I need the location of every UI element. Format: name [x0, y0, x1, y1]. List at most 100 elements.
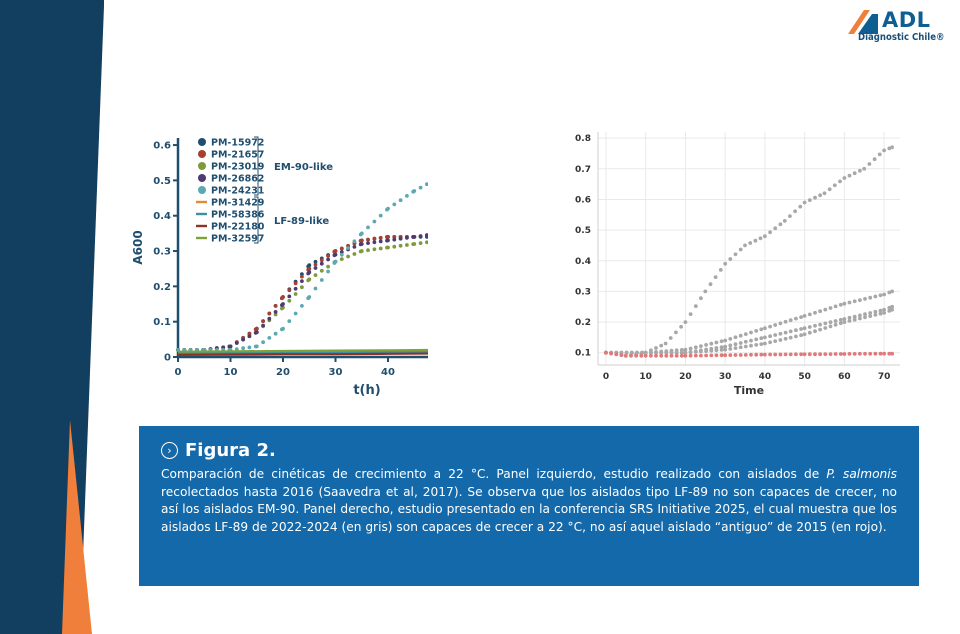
- data-point-pm-24231: [254, 344, 259, 349]
- x-tick-label: 20: [679, 372, 692, 382]
- data-point-red: [813, 352, 817, 357]
- data-point-gray: [847, 300, 852, 305]
- data-point-pm-24231: [333, 259, 338, 264]
- data-point-pm-24231: [346, 246, 350, 250]
- series-group: [604, 145, 894, 358]
- data-point-red: [788, 352, 793, 357]
- data-point-gray: [783, 319, 788, 324]
- data-point-gray: [842, 176, 847, 180]
- legend-bracket: [254, 136, 259, 196]
- data-point-gray: [688, 312, 693, 316]
- data-point-pm-24231: [418, 185, 423, 190]
- data-point-pm-26862: [425, 233, 428, 238]
- x-axis-title: Time: [734, 384, 764, 397]
- data-point-gray: [738, 341, 743, 345]
- data-point-red: [623, 353, 628, 358]
- data-point-red: [852, 352, 857, 356]
- data-point-gray: [858, 168, 862, 173]
- y-tick-label: 0.6: [153, 141, 171, 152]
- data-point-gray: [783, 330, 788, 335]
- data-point-gray: [679, 350, 684, 355]
- data-point-gray: [738, 345, 743, 350]
- data-point-pm-26862: [386, 238, 390, 243]
- data-point-gray: [794, 316, 798, 321]
- data-point-gray: [852, 314, 857, 319]
- data-point-pm-26862: [234, 341, 239, 345]
- data-point-pm-24231: [241, 346, 245, 351]
- data-point-gray: [733, 335, 738, 340]
- adl-logo: ADL Diagnostic Chile®: [846, 6, 950, 46]
- x-tick-label: 0: [175, 367, 182, 378]
- data-point-gray: [847, 173, 852, 178]
- data-point-pm-26862: [359, 242, 364, 246]
- data-point-gray: [799, 315, 803, 319]
- data-point-gray: [659, 350, 664, 355]
- series-line-pm-22180: [177, 352, 428, 356]
- data-point-gray: [799, 327, 803, 331]
- data-point-gray: [827, 187, 832, 192]
- data-point-gray: [873, 313, 878, 317]
- data-point-gray: [878, 311, 883, 316]
- data-point-pm-23019: [326, 264, 330, 269]
- data-point-gray: [749, 338, 753, 343]
- data-point-gray: [728, 337, 733, 341]
- data-point-gray: [758, 236, 763, 241]
- data-point-gray: [868, 314, 873, 318]
- legend-bracket: [254, 196, 259, 244]
- data-point-red: [828, 352, 833, 356]
- data-point-gray: [828, 306, 833, 310]
- data-point-pm-23019: [293, 292, 298, 296]
- data-point-gray: [699, 349, 703, 354]
- data-point-pm-26862: [319, 261, 324, 266]
- data-point-red: [629, 353, 633, 358]
- data-point-red: [609, 351, 613, 356]
- data-point-red: [863, 351, 867, 356]
- data-point-gray: [699, 344, 703, 348]
- data-point-gray: [728, 257, 733, 261]
- data-point-gray: [798, 204, 803, 209]
- data-point-gray: [828, 320, 833, 325]
- data-point-gray: [778, 331, 783, 336]
- data-point-red: [604, 350, 608, 355]
- data-point-pm-21657: [293, 281, 298, 286]
- data-point-red: [807, 352, 812, 357]
- data-point-red: [887, 351, 892, 356]
- data-point-gray: [728, 343, 733, 348]
- legend-label: PM-58386: [211, 210, 265, 221]
- data-point-pm-26862: [313, 266, 318, 270]
- data-point-pm-26862: [293, 286, 298, 291]
- data-point-gray: [768, 324, 772, 329]
- data-point-gray: [714, 340, 719, 345]
- data-point-gray: [624, 350, 629, 355]
- data-point-red: [679, 353, 684, 358]
- data-point-pm-24231: [359, 231, 364, 236]
- data-point-gray: [708, 282, 713, 287]
- data-point-gray: [719, 339, 724, 344]
- data-point-gray: [882, 311, 886, 315]
- data-point-gray: [763, 341, 767, 346]
- chevron-right-circle-icon: ›: [161, 442, 178, 459]
- data-point-pm-24231: [392, 202, 397, 207]
- data-point-gray: [674, 330, 678, 335]
- data-point-pm-24231: [319, 278, 324, 282]
- data-point-red: [754, 352, 759, 357]
- data-point-gray: [813, 323, 817, 328]
- y-tick-label: 0.5: [153, 176, 171, 187]
- data-point-pm-24231: [366, 225, 370, 230]
- data-point-pm-23019: [412, 242, 417, 246]
- data-point-pm-26862: [392, 237, 397, 242]
- logo-name: ADL: [882, 8, 931, 32]
- data-point-pm-24231: [372, 219, 377, 224]
- data-point-pm-24231: [425, 182, 428, 187]
- data-point-pm-26862: [398, 236, 403, 241]
- data-point-gray: [823, 321, 828, 326]
- x-tick-label: 70: [878, 372, 891, 382]
- data-point-red: [728, 353, 733, 357]
- data-point-gray: [802, 200, 807, 205]
- data-point-pm-24231: [339, 252, 344, 257]
- data-point-pm-21657: [267, 311, 272, 316]
- data-point-gray: [763, 335, 767, 340]
- x-tick-label: 40: [381, 367, 395, 378]
- data-point-gray: [802, 314, 807, 318]
